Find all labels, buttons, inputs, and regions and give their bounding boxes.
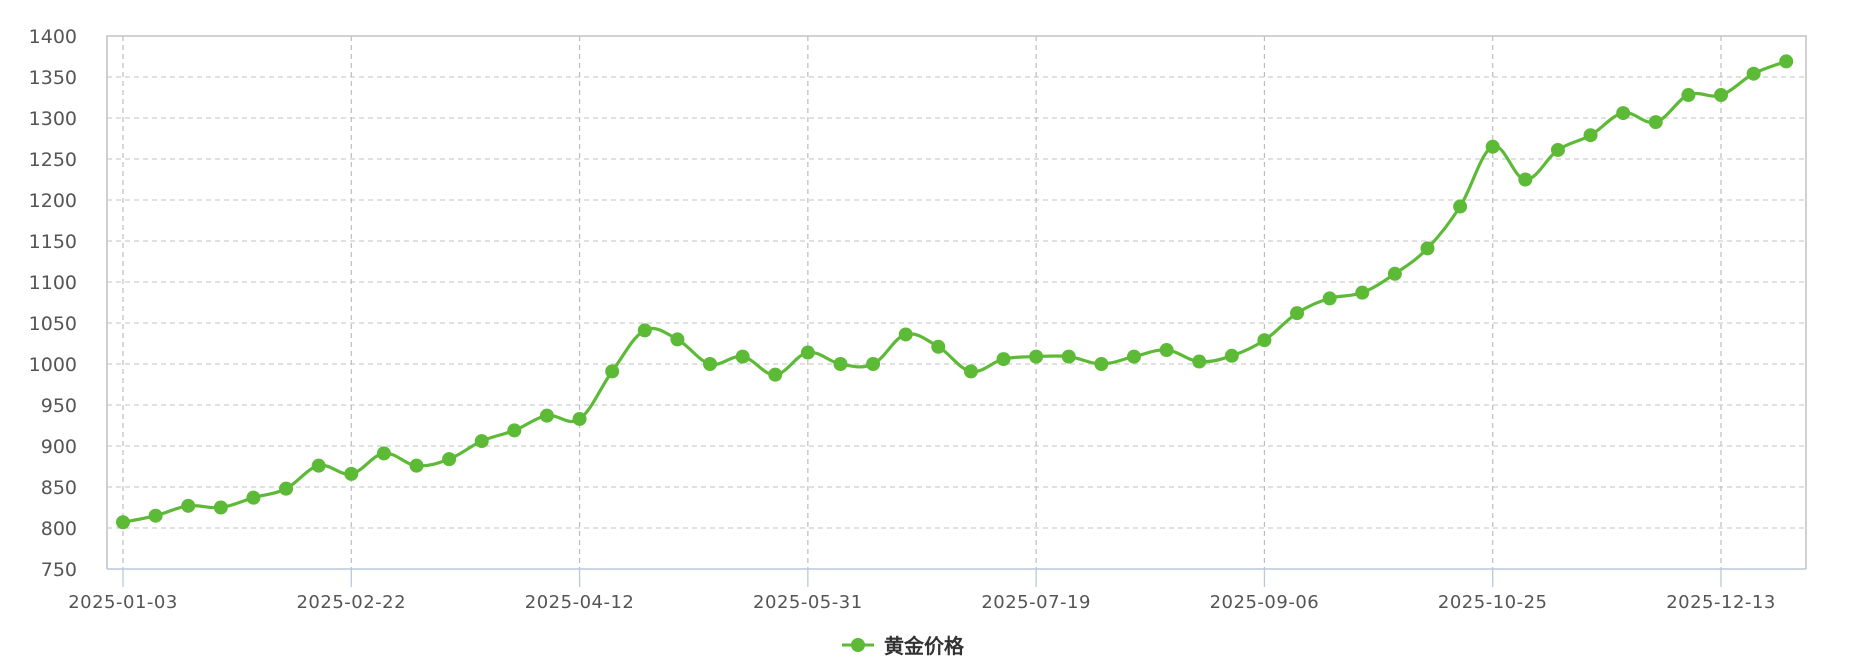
data-point [703,357,718,371]
y-tick-label: 1300 [29,108,77,130]
series-line [122,59,1787,524]
data-point [148,508,163,523]
y-tick-label: 1000 [29,354,77,376]
data-point [963,364,978,379]
data-point [605,364,620,379]
y-tick-label: 1100 [29,272,77,294]
y-tick-label: 1400 [29,26,77,48]
legend-item-gold-price[interactable]: 黄金价格 [842,630,964,659]
y-tick-label: 750 [41,559,77,581]
data-point [1420,241,1435,256]
data-point [800,345,815,360]
x-tick-label: 2025-10-25 [1438,592,1548,613]
data-point [1029,349,1044,364]
data-point [507,423,522,438]
data-point [1224,348,1239,363]
y-tick-label: 1150 [29,231,77,253]
y-tick-label: 1050 [29,313,77,335]
x-tick-label: 2025-01-03 [68,592,178,613]
data-point [996,352,1011,367]
y-tick-label: 1200 [29,190,77,212]
y-tick-label: 850 [41,477,77,499]
data-point [409,458,424,473]
data-point [866,357,881,371]
data-point [637,323,652,338]
data-point [931,339,946,354]
data-point [1387,266,1402,281]
y-tick-label: 950 [41,395,77,417]
data-point [1159,343,1174,358]
data-point [311,458,326,473]
x-tick-label: 2025-07-19 [981,592,1091,613]
data-point [213,500,228,515]
data-point [1518,172,1533,187]
y-tick-label: 1250 [29,149,77,171]
data-point [474,434,489,449]
series-gold-price [116,54,1794,530]
data-point [279,481,294,496]
x-tick-label: 2025-05-31 [753,592,863,613]
data-point [1192,354,1207,369]
data-point [833,357,848,371]
x-tick-label: 2025-04-12 [525,592,635,613]
data-point [376,446,391,461]
data-point [1616,106,1631,121]
data-point [116,515,130,530]
data-point [181,498,196,513]
data-point [1746,66,1761,81]
data-point [898,327,913,342]
data-point [1550,142,1565,157]
grid-lines [106,35,1807,569]
data-point [1453,199,1468,214]
data-point [1485,139,1500,154]
data-point [768,367,783,382]
data-point [442,452,457,467]
data-point [1714,88,1728,103]
data-point [344,466,359,481]
data-point [1290,306,1305,321]
legend-line-marker-icon [842,637,874,652]
data-point [1322,291,1337,306]
data-point [1648,115,1663,130]
data-point [670,332,685,347]
data-point [1779,54,1794,69]
x-tick-label: 2025-12-13 [1666,592,1776,613]
data-point [1681,88,1696,103]
data-point [1126,349,1141,364]
y-axis: 750 800 850 900 950 1000 1050 1100 1150 1200 1250 1… [29,26,77,581]
data-point [1094,357,1109,371]
data-point [1355,285,1370,300]
data-point [572,411,587,426]
legend-label: 黄金价格 [884,634,964,658]
data-point [246,490,261,505]
data-point [1583,128,1598,143]
data-point [735,349,750,364]
x-tick-label: 2025-09-06 [1210,592,1320,613]
y-tick-label: 900 [41,436,77,458]
x-tick-label: 2025-02-22 [296,592,406,613]
x-axis: 2025-01-03 2025-02-22 2025-04-12 2025-05-31… [68,568,1806,613]
data-point [1257,333,1272,348]
plot-border [106,35,1807,569]
y-tick-label: 1350 [29,67,77,89]
data-point [1061,349,1076,364]
y-tick-label: 800 [41,518,77,540]
data-point [539,408,554,423]
